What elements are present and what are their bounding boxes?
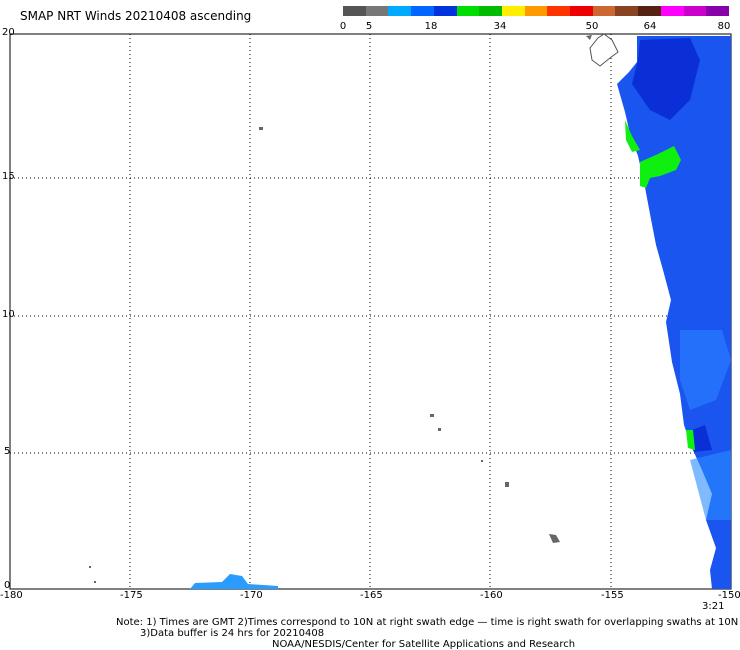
wind-light-region [690,450,731,520]
wind-green-patch [625,120,640,152]
map-frame [9,33,732,590]
colorbar-segment [388,6,412,16]
wind-swath [617,36,731,589]
colorbar-segment [365,6,389,16]
x-tick: -175 [120,590,143,601]
colorbar-segment [479,6,502,16]
x-tick: -170 [240,590,263,601]
colorbar-segment [706,6,729,16]
x-tick: -180 [0,590,23,601]
map-title: SMAP NRT Winds 20210408 ascending [20,9,252,23]
colorbar-label: 64 [643,21,657,32]
y-tick: 0 [4,580,11,591]
colorbar-label: 5 [365,21,373,32]
x-tick: -160 [480,590,503,601]
colorbar-label: 50 [585,21,599,32]
wind-dark-region [632,38,700,120]
colorbar-label: 34 [493,21,507,32]
colorbar-segment [547,6,571,16]
y-tick: 10 [2,309,15,320]
x-tick: -150 [718,590,740,601]
note-line-3: NOAA/NESDIS/Center for Satellite Applica… [272,639,576,650]
y-tick: 15 [2,171,15,182]
colorbar-segment [411,6,434,16]
colorbar-label: 18 [424,21,438,32]
x-tick: -165 [360,590,383,601]
land-hawaii [589,33,619,67]
y-tick: 20 [2,27,15,38]
colorbar-segment [456,6,480,16]
colorbar-segment [433,6,457,16]
grid-lines [10,34,731,589]
wind-green-patch [686,430,695,450]
colorbar-segment [660,6,684,16]
wind-green-patch [640,146,681,188]
colorbar-segment [638,6,661,16]
colorbar-label: 80 [717,21,731,32]
wind-light-region [680,330,731,410]
colorbar-segment [343,6,366,16]
colorbar-segment [501,6,525,16]
colorbar-segment [683,6,707,16]
x-tick: -155 [601,590,624,601]
wind-dark-region [692,425,712,452]
wind-speed-colorbar [343,6,729,16]
note-line-2: 3)Data buffer is 24 hrs for 20210408 [140,628,325,639]
bottom-swath [190,574,278,589]
small-islands [89,127,560,583]
note-line-1: Note: 1) Times are GMT 2)Times correspon… [116,617,739,628]
colorbar-segment [524,6,548,16]
wind-swath-bottom [190,574,278,589]
y-tick: 5 [4,446,11,457]
time-label: 3:21 [702,601,725,612]
colorbar-label: 0 [339,21,347,32]
land-hawaii [586,35,592,40]
colorbar-segment [570,6,593,16]
colorbar-segment [615,6,639,16]
colorbar-segment [592,6,616,16]
